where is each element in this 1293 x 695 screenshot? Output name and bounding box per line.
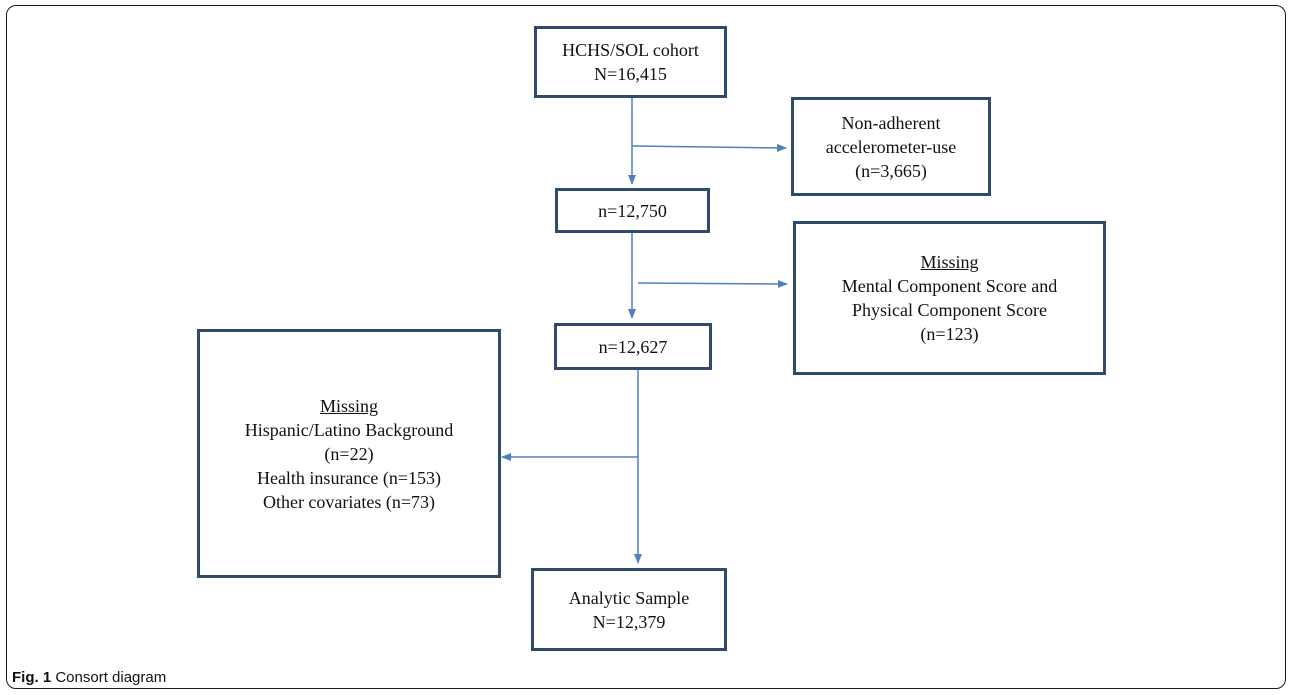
missing-covariates-line4: Other covariates (n=73) — [262, 491, 436, 512]
nonadherent-line2: accelerometer-use — [825, 136, 957, 157]
missing-covariates-line3: Health insurance (n=153) — [256, 467, 442, 488]
n12750-count: n=12,750 — [598, 200, 667, 221]
missing-covariates-box: Missing Hispanic/Latino Background (n=22… — [197, 329, 501, 578]
caption-text: Consort diagram — [55, 669, 167, 686]
arrow-to-missing-scores — [637, 279, 788, 288]
n12627-box: n=12,627 — [554, 323, 712, 370]
n12627-count: n=12,627 — [598, 336, 668, 357]
caption-label: Fig. 1 — [12, 669, 52, 686]
arrow-to-nonadherent — [631, 143, 787, 152]
missing-scores-line2: Physical Component Score — [852, 300, 1047, 320]
cohort-box: HCHS/SOL cohort N=16,415 — [534, 26, 727, 98]
missing-covariates-line2: (n=22) — [324, 443, 374, 464]
missing-scores-heading: Missing — [920, 252, 979, 272]
nonadherent-box: Non-adherent accelerometer-use (n=3,665) — [791, 97, 991, 196]
nonadherent-line1: Non-adherent — [841, 112, 941, 133]
figure-caption: Fig. 1 Consort diagram — [12, 669, 166, 686]
missing-scores-count: (n=123) — [920, 324, 979, 344]
missing-covariates-heading: Missing — [319, 395, 379, 416]
analytic-sample-box: Analytic Sample N=12,379 — [531, 568, 727, 651]
cohort-count: N=16,415 — [594, 64, 667, 84]
missing-scores-line1: Mental Component Score and — [841, 276, 1058, 296]
n12750-box: n=12,750 — [555, 188, 710, 233]
nonadherent-count: (n=3,665) — [855, 160, 927, 181]
analytic-count: N=12,379 — [592, 611, 666, 632]
cohort-title: HCHS/SOL cohort — [562, 40, 699, 60]
missing-covariates-line1: Hispanic/Latino Background — [244, 419, 454, 440]
missing-scores-box: Missing Mental Component Score and Physi… — [793, 221, 1106, 375]
analytic-title: Analytic Sample — [568, 587, 690, 608]
